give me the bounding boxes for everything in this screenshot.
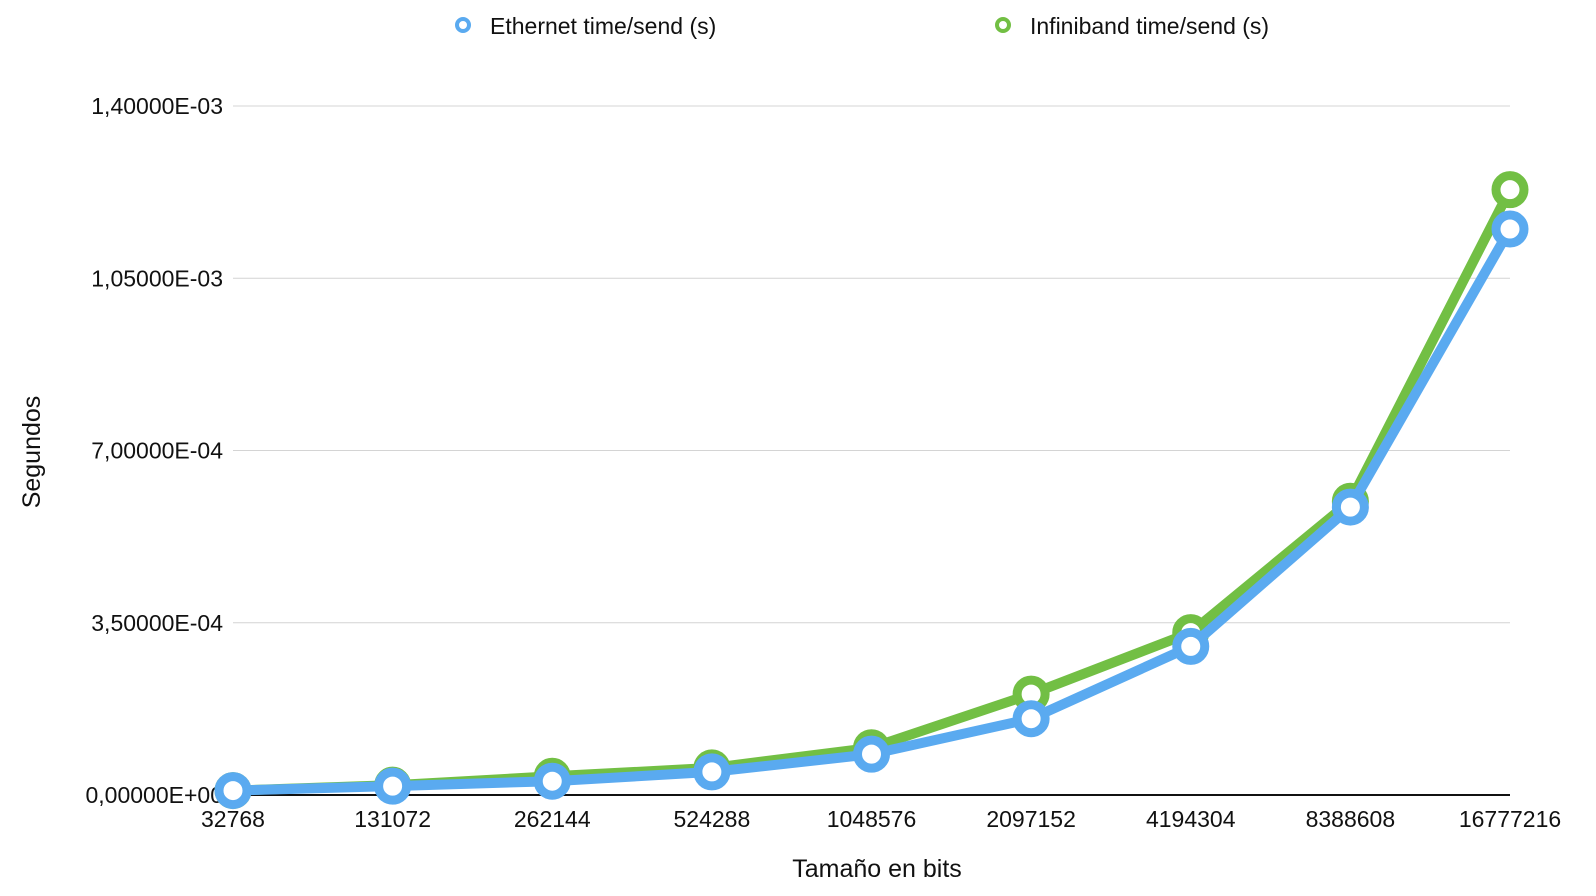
series-line-infiniband xyxy=(228,184,1515,796)
x-tick-label: 524288 xyxy=(674,806,751,832)
x-tick-label: 262144 xyxy=(514,806,591,832)
y-axis-ticks: 0,00000E+00 3,50000E-04 7,00000E-04 1,05000… xyxy=(86,93,224,808)
data-point-ethernet xyxy=(533,762,571,800)
x-tick-label: 32768 xyxy=(201,806,265,832)
y-tick-label: 1,05000E-03 xyxy=(91,265,223,291)
legend-marker-infiniband xyxy=(995,17,1011,33)
x-axis-ticks: 32768 131072 262144 524288 1048576 2097152 419… xyxy=(201,806,1561,832)
y-tick-label: 3,50000E-04 xyxy=(91,610,223,636)
data-point-ethernet xyxy=(1172,627,1210,665)
y-tick-label: 0,00000E+00 xyxy=(86,782,224,808)
x-tick-label: 8388608 xyxy=(1306,806,1396,832)
grid-lines xyxy=(233,105,1510,624)
y-tick-label: 7,00000E-04 xyxy=(91,438,223,464)
x-tick-label: 1048576 xyxy=(827,806,917,832)
series-layer xyxy=(214,171,1529,810)
data-point-ethernet xyxy=(214,772,252,810)
x-tick-label: 2097152 xyxy=(986,806,1076,832)
x-tick-label: 131072 xyxy=(354,806,431,832)
series-line-ethernet xyxy=(228,224,1515,796)
x-axis-title: Tamaño en bits xyxy=(792,855,962,883)
series-infiniband xyxy=(214,171,1529,810)
y-axis-title: Segundos xyxy=(18,396,46,509)
data-point-ethernet xyxy=(853,735,890,773)
x-tick-label: 16777216 xyxy=(1459,806,1561,832)
legend-item-ethernet: Ethernet time/send (s) xyxy=(455,13,716,39)
series-ethernet xyxy=(214,210,1529,810)
data-point-ethernet xyxy=(1331,488,1369,526)
legend: Ethernet time/send (s) Infiniband time/s… xyxy=(455,13,1269,39)
data-point-ethernet xyxy=(374,767,412,805)
data-point-ethernet xyxy=(693,753,731,791)
legend-label-infiniband: Infiniband time/send (s) xyxy=(1030,13,1269,39)
legend-marker-ethernet xyxy=(455,17,471,33)
data-point-ethernet xyxy=(1012,700,1050,738)
y-tick-label: 1,40000E-03 xyxy=(91,93,223,119)
legend-label-ethernet: Ethernet time/send (s) xyxy=(490,13,716,39)
x-tick-label: 4194304 xyxy=(1146,806,1236,832)
legend-item-infiniband: Infiniband time/send (s) xyxy=(995,13,1269,39)
data-point-ethernet xyxy=(1491,210,1529,248)
data-point-infiniband xyxy=(1491,171,1529,209)
